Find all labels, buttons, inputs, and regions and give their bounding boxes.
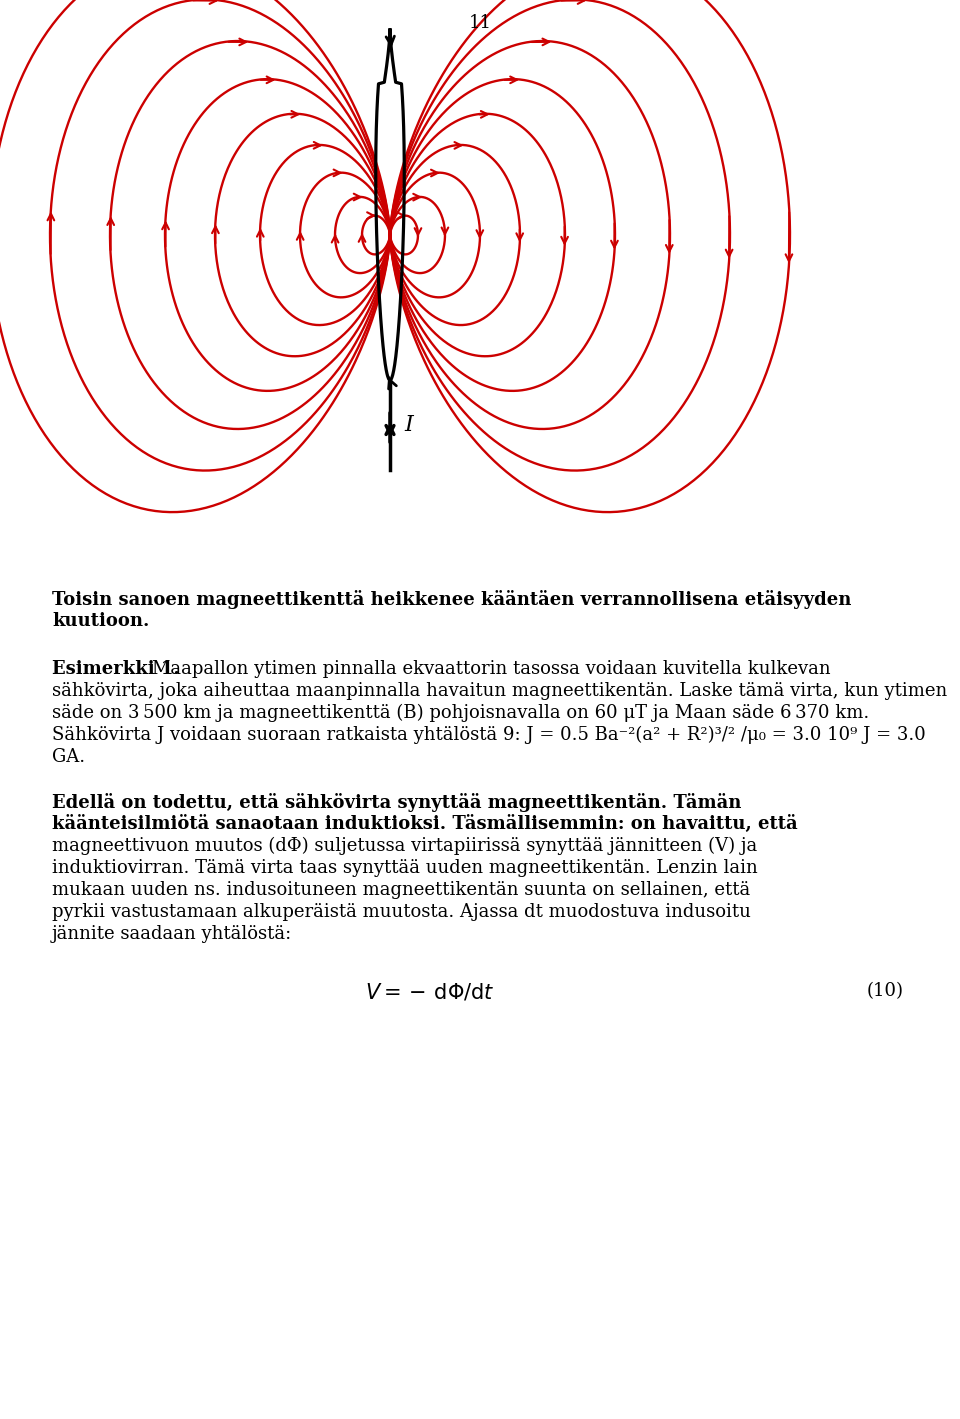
Text: $V = -\,\mathrm{d}\Phi/\mathrm{d}t$: $V = -\,\mathrm{d}\Phi/\mathrm{d}t$ (365, 982, 494, 1003)
Text: 11: 11 (468, 14, 492, 33)
Text: induktiovirran. Tämä virta taas synyttää uuden magneettikentän. Lenzin lain: induktiovirran. Tämä virta taas synyttää… (52, 858, 757, 877)
Text: magneettivuon muutos (dΦ) suljetussa virtapiirissä synyttää jännitteen (V) ja: magneettivuon muutos (dΦ) suljetussa vir… (52, 837, 757, 856)
Text: Toisin sanoen magneettikenttä heikkenee kääntäen verrannollisena etäisyyden: Toisin sanoen magneettikenttä heikkenee … (52, 590, 852, 609)
Text: I: I (404, 414, 413, 436)
Text: sähkövirta, joka aiheuttaa maanpinnalla havaitun magneettikentän. Laske tämä vir: sähkövirta, joka aiheuttaa maanpinnalla … (52, 683, 948, 700)
Text: säde on 3 500 km ja magneettikenttä (B) pohjoisnavalla on 60 μT ja Maan säde 6 3: säde on 3 500 km ja magneettikenttä (B) … (52, 704, 869, 722)
Text: Esimerkki 1.: Esimerkki 1. (52, 660, 180, 678)
Text: (10): (10) (867, 982, 903, 1000)
Text: jännite saadaan yhtälöstä:: jännite saadaan yhtälöstä: (52, 925, 292, 944)
Text: kuutioon.: kuutioon. (52, 612, 150, 630)
Text: käänteisilmiötä sanaotaan induktioksi. Täsmällisemmin: on havaittu, että: käänteisilmiötä sanaotaan induktioksi. T… (52, 815, 798, 833)
Text: mukaan uuden ns. indusoituneen magneettikentän suunta on sellainen, että: mukaan uuden ns. indusoituneen magneetti… (52, 881, 751, 900)
Text: GA.: GA. (52, 748, 85, 766)
Text: Edellä on todettu, että sähkövirta synyttää magneettikentän. Tämän: Edellä on todettu, että sähkövirta synyt… (52, 793, 741, 812)
Text: Maapallon ytimen pinnalla ekvaattorin tasossa voidaan kuvitella kulkevan: Maapallon ytimen pinnalla ekvaattorin ta… (152, 660, 830, 678)
Text: pyrkii vastustamaan alkuperäistä muutosta. Ajassa dt muodostuva indusoitu: pyrkii vastustamaan alkuperäistä muutost… (52, 902, 751, 921)
Text: Sähkövirta J voidaan suoraan ratkaista yhtälöstä 9: J = 0.5 Ba⁻²(a² + R²)³/² /μ₀: Sähkövirta J voidaan suoraan ratkaista y… (52, 727, 925, 744)
